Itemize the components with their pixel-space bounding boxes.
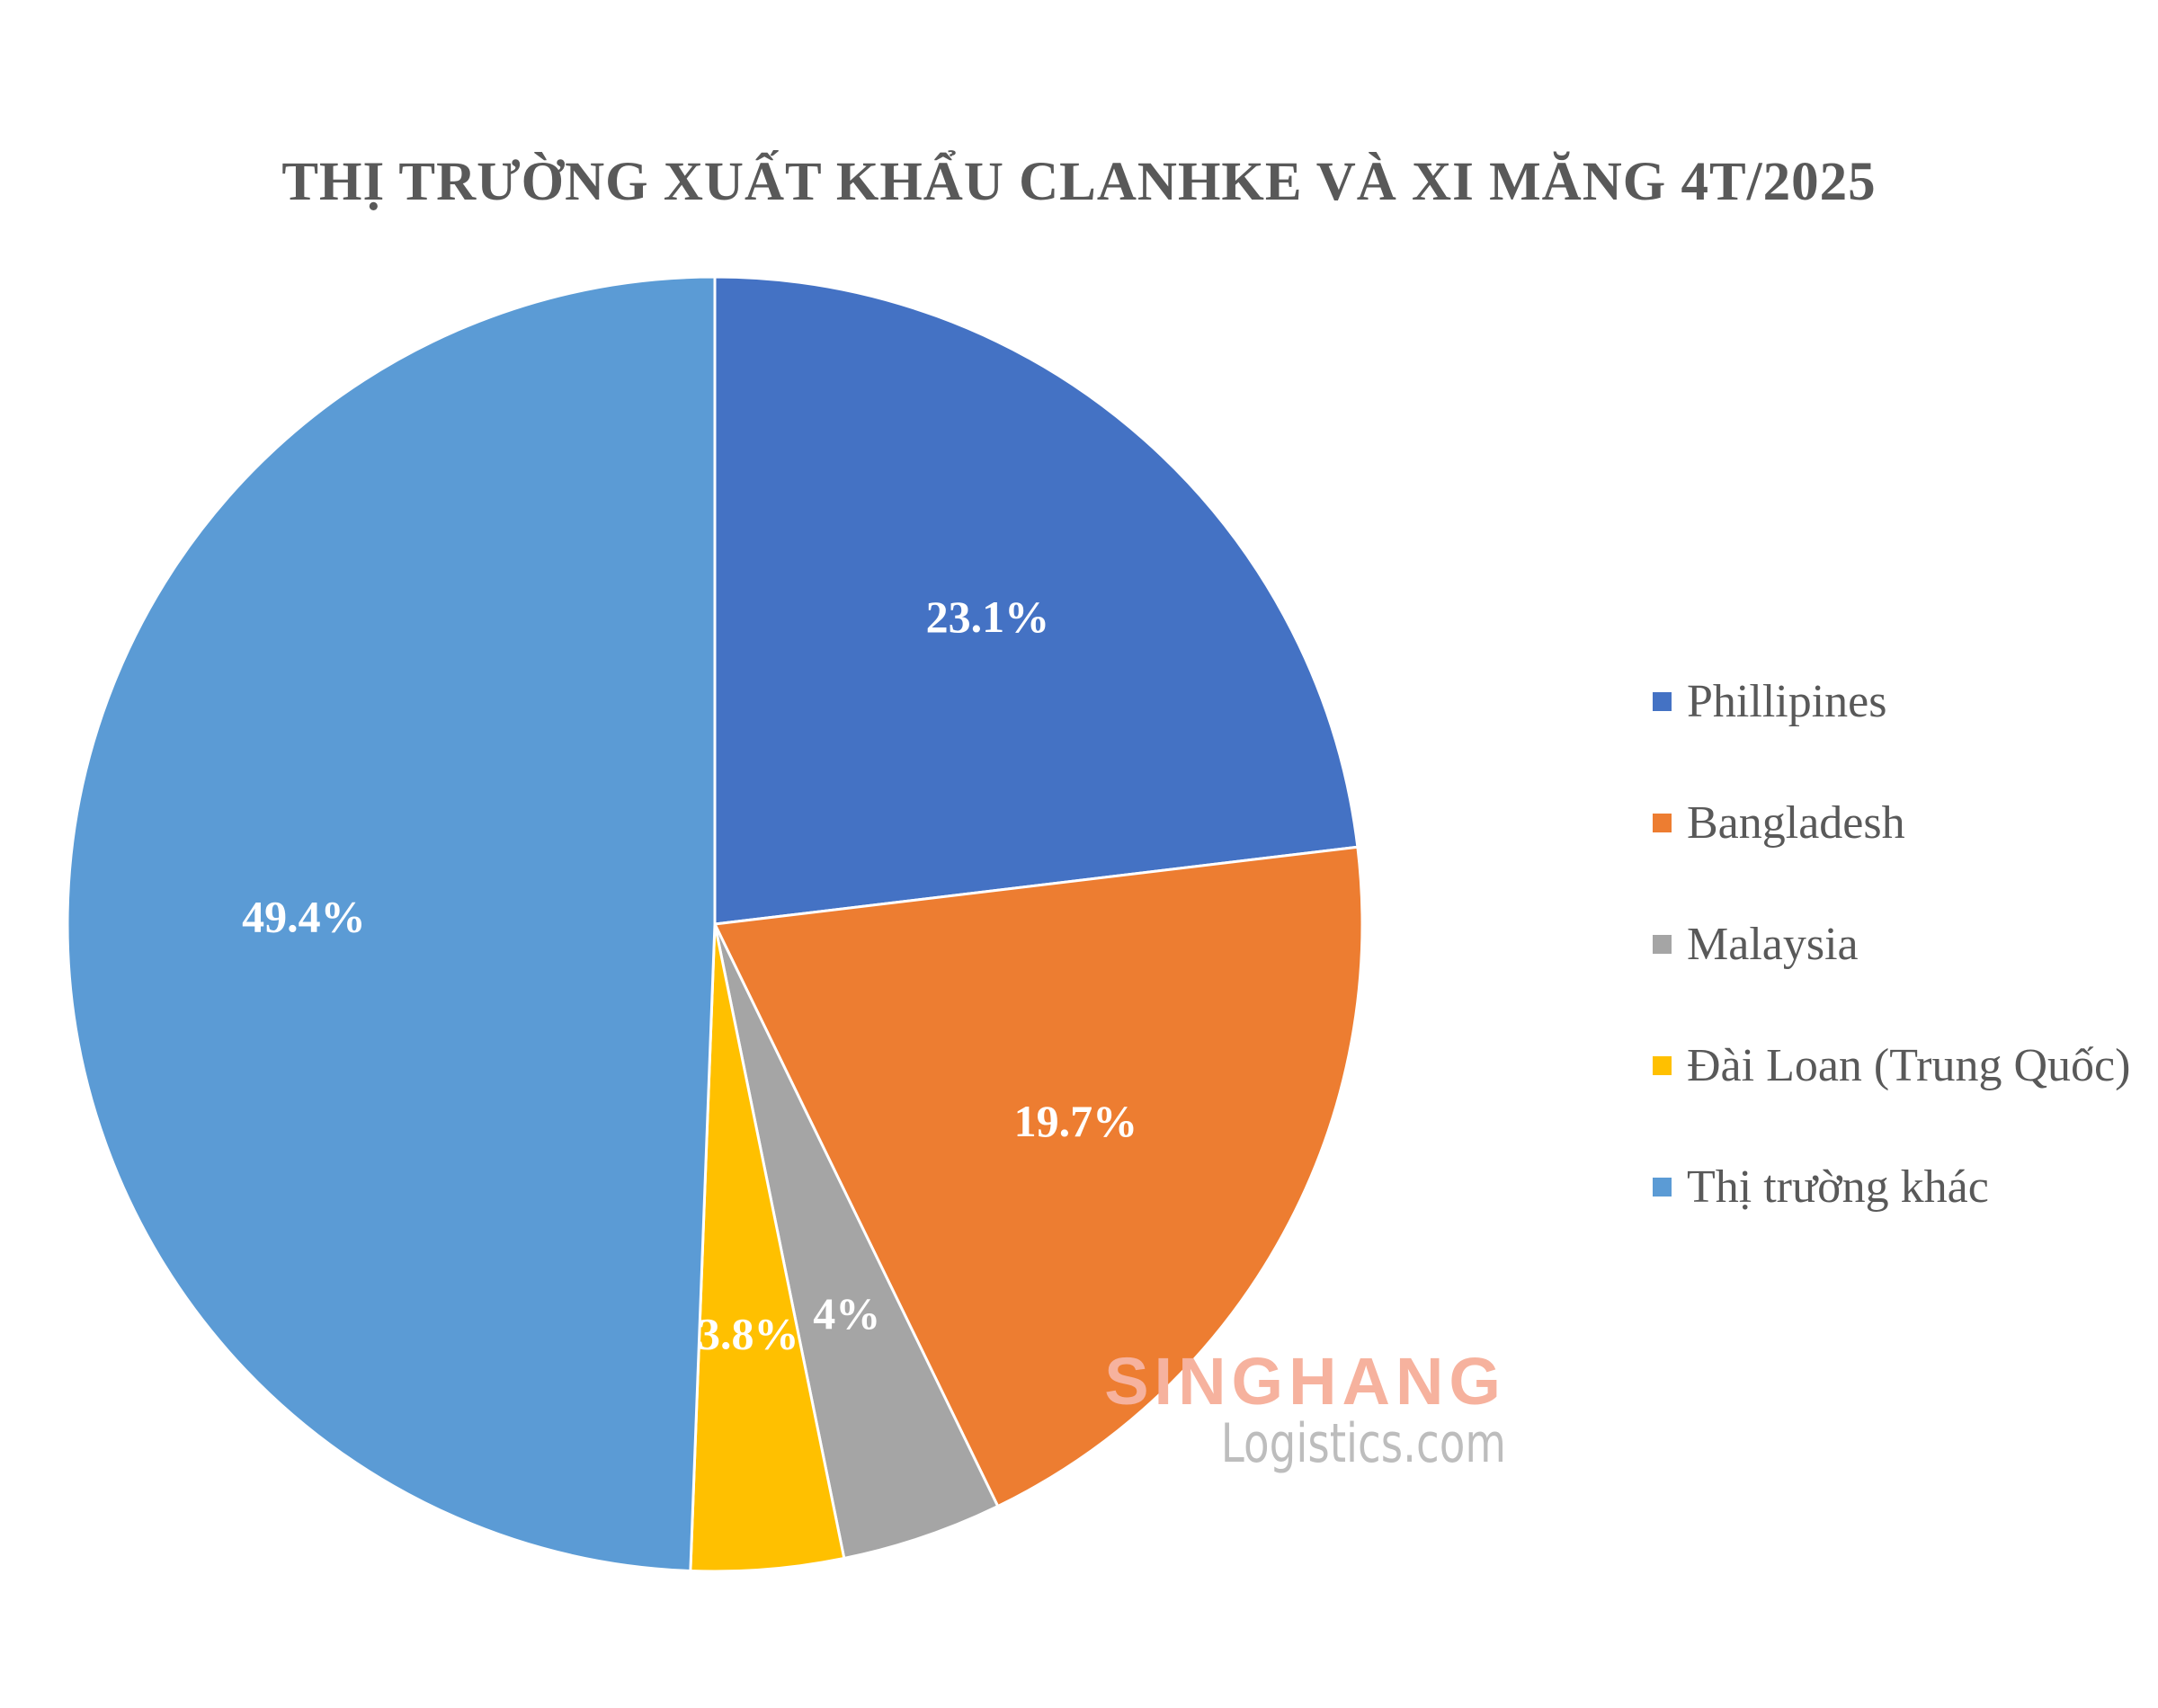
watermark-brand: SINGHANG <box>1104 1344 1506 1419</box>
chart-title: THỊ TRƯỜNG XUẤT KHẨU CLANHKE VÀ XI MĂNG … <box>281 152 1877 212</box>
pie-slice-malaysia <box>713 922 1000 1560</box>
legend-item: Malaysia <box>1653 917 2130 971</box>
legend-item: Thị trường khác <box>1653 1160 2130 1214</box>
watermark: SINGHANG Logistics.com <box>976 1344 1506 1475</box>
data-label-thi-truong-khac: 49.4% <box>242 891 366 941</box>
legend-item: Đài Loan (Trung Quốc) <box>1653 1038 2130 1092</box>
chart-legend: Phillipines Bangladesh Malaysia Đài Loan (T… <box>1653 674 2130 1281</box>
pie-slice-bangladesh <box>713 845 1364 1508</box>
legend-label: Đài Loan (Trung Quốc) <box>1687 1039 2131 1091</box>
data-label-malaysia: 4% <box>813 1288 880 1339</box>
legend-label: Phillipines <box>1687 675 1887 727</box>
legend-swatch <box>1653 1177 1672 1196</box>
legend-item: Phillipines <box>1653 674 2130 728</box>
legend-swatch <box>1653 813 1672 832</box>
data-label-phillipines: 23.1% <box>926 592 1050 642</box>
pie-slice-phillipines <box>713 275 1360 926</box>
legend-label: Bangladesh <box>1687 796 1905 849</box>
legend-swatch <box>1653 934 1672 954</box>
legend-swatch <box>1653 691 1672 711</box>
watermark-sub: Logistics.com <box>1220 1412 1506 1475</box>
data-label-bangladesh: 19.7% <box>1014 1096 1138 1146</box>
data-label-dai-loan-trung-quoc: 3.8% <box>698 1309 799 1359</box>
legend-swatch <box>1653 1055 1672 1075</box>
pie-slice-thi-truong-khac <box>66 275 717 1572</box>
legend-label: Malaysia <box>1687 918 1859 970</box>
legend-label: Thị trường khác <box>1687 1161 1989 1213</box>
legend-item: Bangladesh <box>1653 796 2130 850</box>
